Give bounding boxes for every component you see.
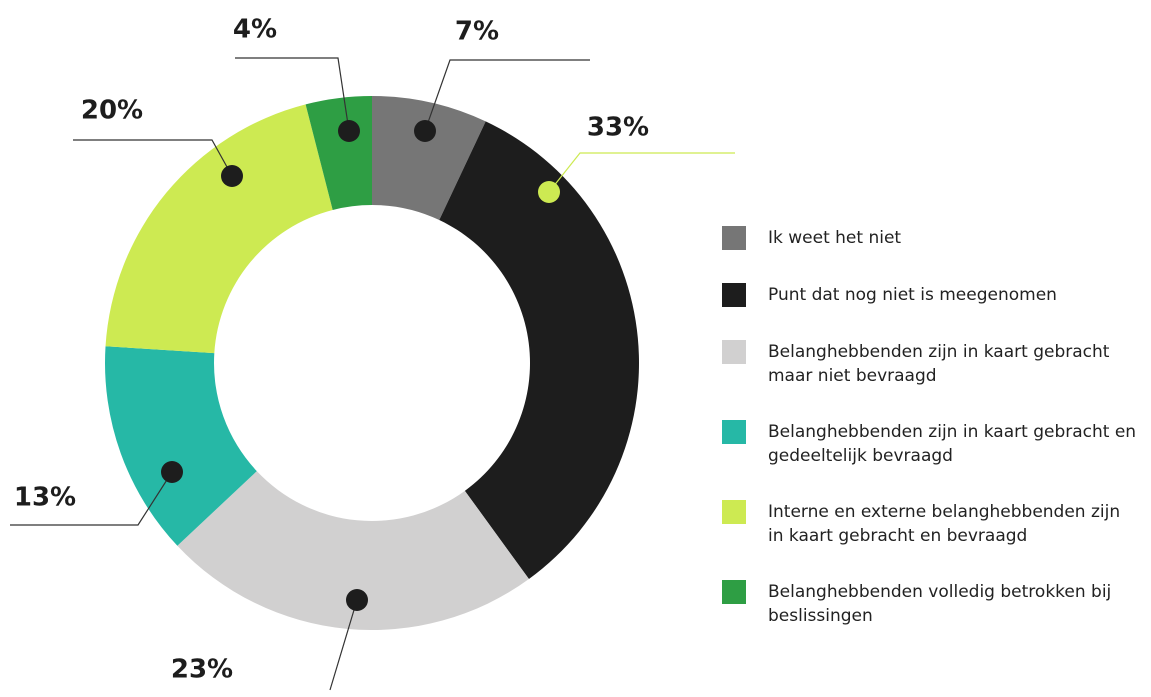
- legend-swatch: [722, 420, 746, 444]
- legend-label: Belanghebbenden zijn in kaart gebracht m…: [768, 342, 1110, 386]
- legend-label: Interne en externe belanghebbenden zijn …: [768, 502, 1121, 546]
- legend-item: Belanghebbenden zijn in kaart gebracht e…: [722, 420, 1142, 468]
- value-label: 13%: [14, 483, 76, 513]
- legend-item: Belanghebbenden volledig betrokken bij b…: [722, 580, 1142, 628]
- callout-line: [73, 139, 233, 177]
- callout-dot: [414, 120, 436, 142]
- callout-line: [10, 471, 173, 526]
- callout-line: [235, 57, 350, 132]
- callout-line: [548, 152, 735, 193]
- legend-label: Belanghebbenden volledig betrokken bij b…: [768, 582, 1112, 626]
- callout-line: [424, 59, 590, 132]
- value-label: 4%: [233, 15, 277, 45]
- legend-swatch: [722, 580, 746, 604]
- donut-slice: [372, 96, 486, 221]
- callout-dot: [161, 461, 183, 483]
- legend-label: Ik weet het niet: [768, 228, 902, 248]
- donut-slice: [177, 471, 529, 630]
- legend-item: Belanghebbenden zijn in kaart gebracht m…: [722, 340, 1142, 388]
- legend-swatch: [722, 340, 746, 364]
- value-label: 23%: [171, 655, 233, 685]
- legend-item: Interne en externe belanghebbenden zijn …: [722, 500, 1142, 548]
- legend-item: Punt dat nog niet is meegenomen: [722, 283, 1142, 307]
- callout-dot: [346, 589, 368, 611]
- value-label: 7%: [455, 17, 499, 47]
- legend-label: Punt dat nog niet is meegenomen: [768, 285, 1057, 305]
- legend-swatch: [722, 283, 746, 307]
- donut-slice: [105, 346, 257, 546]
- callout-dot: [221, 165, 243, 187]
- value-label: 33%: [587, 113, 649, 143]
- legend-swatch: [722, 500, 746, 524]
- legend-swatch: [722, 226, 746, 250]
- donut-slice: [439, 121, 639, 580]
- donut-slice: [105, 104, 333, 354]
- value-label: 20%: [81, 96, 143, 126]
- callout-dot: [338, 120, 360, 142]
- legend-label: Belanghebbenden zijn in kaart gebracht e…: [768, 422, 1137, 466]
- callout-dot: [538, 181, 560, 203]
- legend-item: Ik weet het niet: [722, 226, 1142, 250]
- callout-line: [329, 599, 358, 691]
